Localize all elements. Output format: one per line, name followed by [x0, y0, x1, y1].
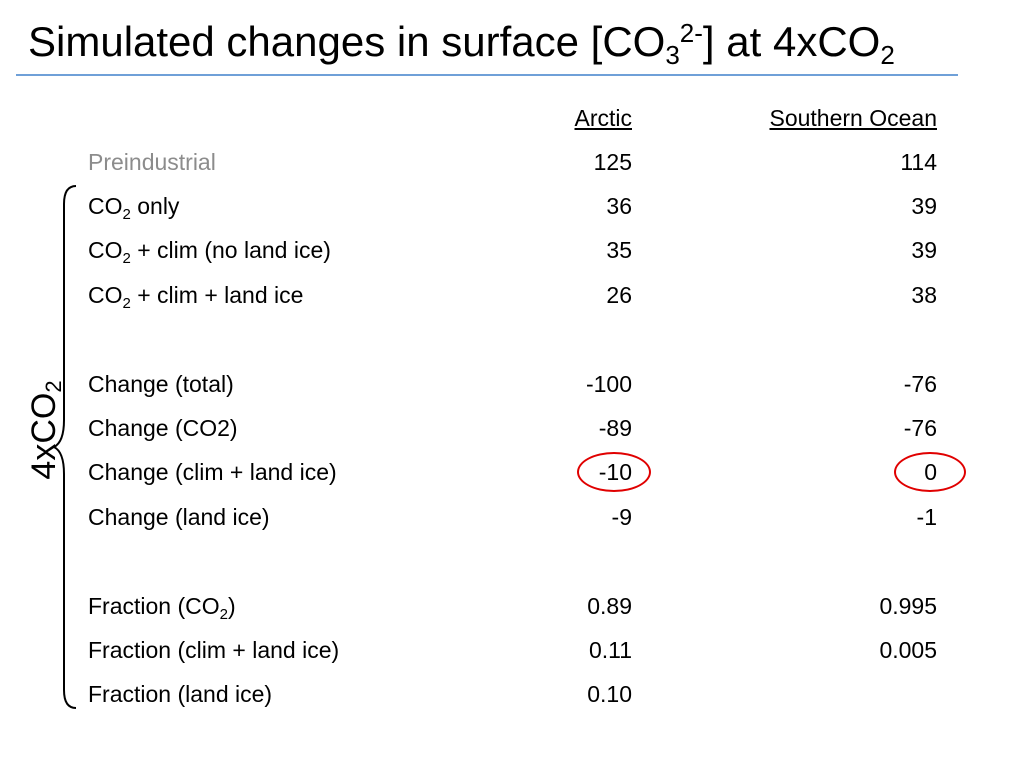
arctic-value: 125 — [593, 149, 632, 175]
column-header-arctic: Arctic — [574, 105, 633, 131]
row-label-co2-only: CO2 only — [88, 193, 180, 223]
highlight-circle-southern-ocean — [894, 452, 966, 492]
curly-brace-icon — [52, 185, 77, 709]
column-header-southern-ocean: Southern Ocean — [769, 105, 937, 131]
arctic-value: -89 — [598, 415, 632, 441]
row-label-fraction-clim-land-ice: Fraction (clim + land ice) — [88, 637, 340, 663]
row-label-change-clim-land-ice: Change (clim + land ice) — [88, 459, 337, 485]
southern-ocean-value: -1 — [916, 504, 937, 530]
row-label-change-co2: Change (CO2) — [88, 415, 238, 441]
row-label-co2-clim-no-land-ice: CO2 + clim (no land ice) — [88, 237, 331, 267]
southern-ocean-value: 39 — [911, 193, 937, 219]
arctic-value: -100 — [585, 371, 632, 397]
arctic-value: 0.89 — [587, 593, 632, 619]
arctic-value: 35 — [606, 237, 632, 263]
arctic-value: 0.11 — [588, 637, 632, 663]
southern-ocean-value: -76 — [903, 371, 937, 397]
arctic-value: 36 — [606, 193, 632, 219]
row-label-fraction-co2: Fraction (CO2) — [88, 593, 236, 623]
row-label-change-land-ice: Change (land ice) — [88, 504, 270, 530]
arctic-value: 26 — [606, 282, 632, 308]
southern-ocean-value: 114 — [900, 149, 937, 175]
highlight-circle-arctic — [577, 452, 651, 492]
southern-ocean-value: 38 — [911, 282, 937, 308]
southern-ocean-value: -76 — [903, 415, 937, 441]
row-label-co2-clim-land-ice: CO2 + clim + land ice — [88, 282, 304, 312]
southern-ocean-value: 0.005 — [879, 637, 937, 663]
slide-title: Simulated changes in surface [CO32-] at … — [28, 18, 895, 70]
row-label-preindustrial: Preindustrial — [88, 149, 216, 175]
group-label-4xco2: 4xCO2 — [25, 380, 66, 480]
southern-ocean-value: 0.995 — [879, 593, 937, 619]
southern-ocean-value: 39 — [911, 237, 937, 263]
title-underline — [16, 74, 958, 76]
row-label-fraction-land-ice: Fraction (land ice) — [88, 681, 273, 707]
row-label-change-total: Change (total) — [88, 371, 234, 397]
arctic-value: 0.10 — [587, 681, 632, 707]
arctic-value: -9 — [611, 504, 632, 530]
